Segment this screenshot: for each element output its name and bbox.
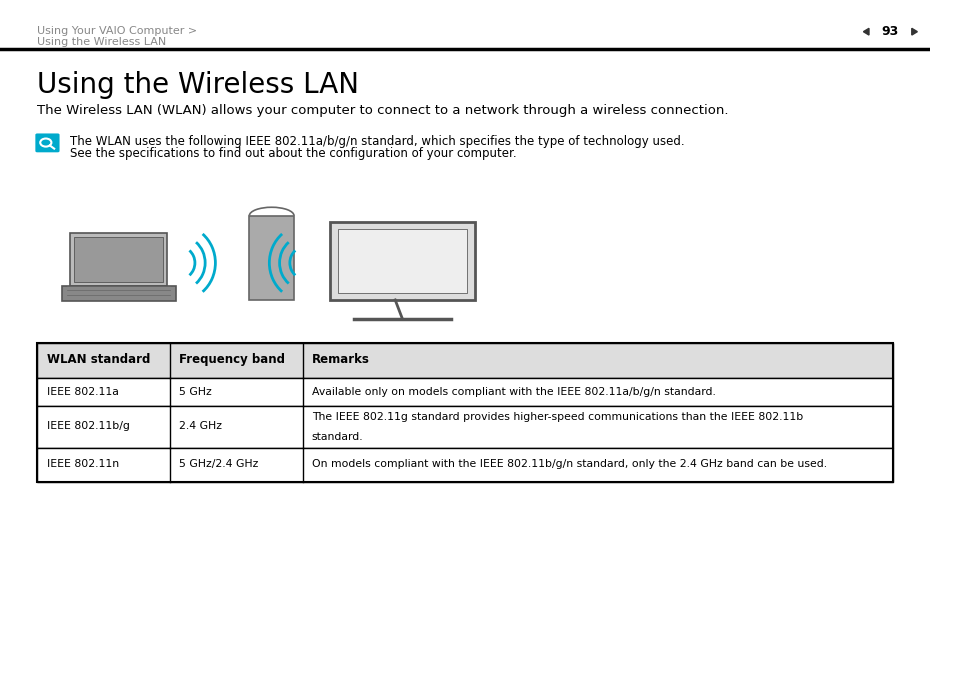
FancyBboxPatch shape — [249, 216, 294, 300]
Text: IEEE 802.11b/g: IEEE 802.11b/g — [47, 421, 130, 431]
FancyBboxPatch shape — [37, 406, 892, 448]
Text: 5 GHz/2.4 GHz: 5 GHz/2.4 GHz — [179, 460, 258, 469]
FancyBboxPatch shape — [330, 222, 474, 300]
FancyBboxPatch shape — [62, 286, 175, 301]
Text: Using Your VAIO Computer >: Using Your VAIO Computer > — [37, 26, 197, 36]
FancyBboxPatch shape — [70, 233, 168, 286]
Text: Available only on models compliant with the IEEE 802.11a/b/g/n standard.: Available only on models compliant with … — [312, 387, 715, 397]
Text: Frequency band: Frequency band — [179, 353, 285, 367]
FancyBboxPatch shape — [35, 133, 59, 152]
FancyBboxPatch shape — [37, 448, 892, 482]
FancyBboxPatch shape — [337, 229, 467, 293]
Text: 2.4 GHz: 2.4 GHz — [179, 421, 222, 431]
FancyBboxPatch shape — [37, 343, 892, 378]
Text: The Wireless LAN (WLAN) allows your computer to connect to a network through a w: The Wireless LAN (WLAN) allows your comp… — [37, 104, 728, 117]
Text: The WLAN uses the following IEEE 802.11a/b/g/n standard, which specifies the typ: The WLAN uses the following IEEE 802.11a… — [70, 135, 683, 148]
Text: IEEE 802.11n: IEEE 802.11n — [47, 460, 118, 469]
Text: Remarks: Remarks — [312, 353, 370, 367]
Text: Using the Wireless LAN: Using the Wireless LAN — [37, 71, 359, 99]
Polygon shape — [862, 28, 868, 35]
Text: WLAN standard: WLAN standard — [47, 353, 150, 367]
Text: The IEEE 802.11g standard provides higher-speed communications than the IEEE 802: The IEEE 802.11g standard provides highe… — [312, 412, 802, 423]
Text: 93: 93 — [881, 25, 898, 38]
Text: 5 GHz: 5 GHz — [179, 387, 212, 397]
Polygon shape — [911, 28, 917, 35]
Text: On models compliant with the IEEE 802.11b/g/n standard, only the 2.4 GHz band ca: On models compliant with the IEEE 802.11… — [312, 460, 826, 469]
Text: Using the Wireless LAN: Using the Wireless LAN — [37, 37, 166, 47]
FancyBboxPatch shape — [74, 237, 163, 282]
Text: See the specifications to find out about the configuration of your computer.: See the specifications to find out about… — [70, 147, 516, 160]
Text: standard.: standard. — [312, 431, 363, 441]
Text: IEEE 802.11a: IEEE 802.11a — [47, 387, 118, 397]
FancyBboxPatch shape — [37, 378, 892, 406]
